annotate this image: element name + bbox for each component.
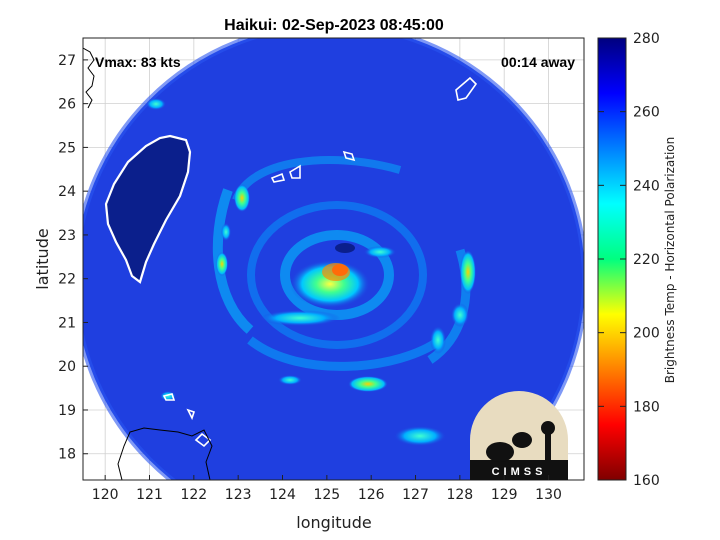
luzon-coastline — [117, 427, 213, 480]
y-axis: 18 19 20 21 22 23 24 25 26 27 — [58, 53, 88, 463]
y-tick-label: 27 — [58, 53, 76, 69]
chart-title: Haikui: 02-Sep-2023 08:45:00 — [224, 17, 444, 34]
x-tick-label: 126 — [358, 487, 385, 503]
y-tick-label: 23 — [58, 228, 76, 244]
y-tick-label: 22 — [58, 272, 76, 288]
x-axis-label: longitude — [296, 513, 371, 532]
plot-area — [83, 38, 584, 480]
x-axis: 120 121 122 123 124 125 126 127 128 129 130 — [92, 475, 562, 503]
x-tick-label: 129 — [491, 487, 518, 503]
x-tick-label: 125 — [313, 487, 340, 503]
taiwan-landmass — [104, 134, 192, 284]
x-tick-label: 128 — [446, 487, 473, 503]
colorbar-tick-label: 180 — [633, 399, 660, 415]
colorbar-tick-label: 260 — [633, 105, 660, 121]
x-tick-label: 130 — [535, 487, 562, 503]
y-tick-label: 25 — [58, 140, 76, 156]
colorbar-tick-label: 160 — [633, 473, 660, 489]
y-tick-label: 18 — [58, 447, 76, 463]
cimss-logo-text: CIMSS — [492, 466, 547, 478]
island-outlines — [162, 76, 478, 448]
x-tick-label: 123 — [225, 487, 252, 503]
time-away-label: 00:14 away — [501, 54, 575, 70]
china-coastline — [83, 47, 95, 109]
x-tick-label: 121 — [136, 487, 163, 503]
y-tick-label: 19 — [58, 403, 76, 419]
x-tick-label: 124 — [269, 487, 296, 503]
y-tick-label: 21 — [58, 315, 76, 331]
y-tick-label: 24 — [58, 184, 76, 200]
y-tick-label: 26 — [58, 97, 76, 113]
x-tick-label: 127 — [402, 487, 429, 503]
colorbar-tick-label: 280 — [633, 31, 660, 47]
x-tick-label: 120 — [92, 487, 119, 503]
y-axis-label: latitude — [33, 228, 52, 289]
colorbar-label: Brightness Temp - Horizontal Polarizatio… — [663, 137, 677, 384]
colorbar-ticks: 160 180 200 220 240 260 280 — [598, 31, 660, 489]
swath-disk — [83, 38, 584, 480]
vmax-label: Vmax: 83 kts — [95, 54, 181, 70]
colorbar-tick-label: 200 — [633, 326, 660, 342]
colorbar-tick-label: 240 — [633, 178, 660, 194]
plot-frame — [82, 37, 585, 481]
colorbar-tick-label: 220 — [633, 252, 660, 268]
x-tick-label: 122 — [180, 487, 207, 503]
y-tick-label: 20 — [58, 359, 76, 375]
